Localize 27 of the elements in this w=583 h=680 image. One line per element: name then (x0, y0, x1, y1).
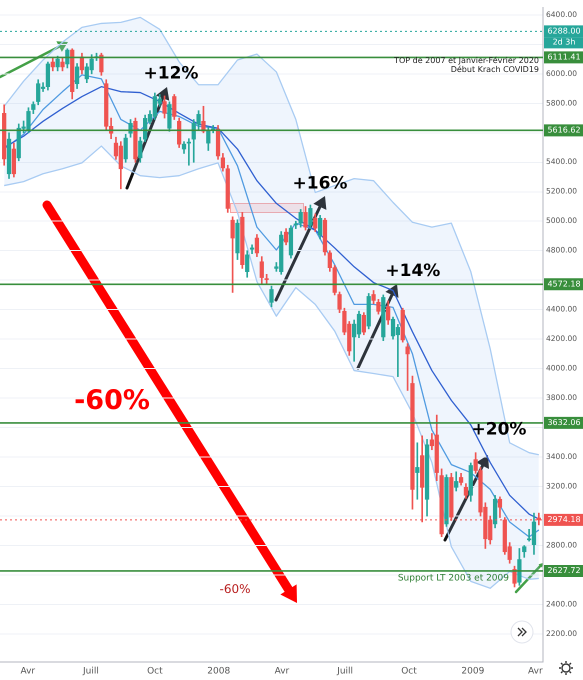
x-tick-label: Avr (274, 666, 290, 677)
x-tick-label: Juill (82, 666, 99, 677)
x-tick-label: 2009 (461, 666, 485, 677)
annotation: +20% (472, 419, 526, 440)
annotation: Support LT 2003 et 2009 (398, 573, 510, 584)
text: 2d 3h (552, 37, 576, 46)
annotation: -60% (74, 385, 150, 416)
candlestick (250, 244, 254, 254)
annotation: +14% (385, 261, 440, 281)
ref-line-label: 6288.00 (547, 26, 581, 36)
x-tick-label: Avr (528, 666, 543, 677)
x-tick-label: Oct (147, 666, 164, 677)
ref-line-label: 2974.18 (547, 514, 581, 524)
x-tick-label: Avr (20, 666, 36, 677)
ref-line-label: 6111.41 (547, 52, 581, 62)
annotation: +12% (144, 63, 198, 84)
ref-line-label: 3632.06 (547, 418, 581, 427)
x-tick-label: 2008 (207, 666, 230, 677)
annotation: +16% (292, 173, 348, 194)
x-tick-label: Juill (336, 666, 354, 677)
annotation: TOP de 2007 et Janvier-Février 2020 (393, 56, 539, 66)
ref-line-label: 4572.18 (547, 279, 581, 288)
annotation: -60% (219, 582, 251, 596)
ref-line-label: 2627.72 (547, 566, 581, 576)
ref-line-label: 5616.62 (547, 125, 581, 134)
x-tick-label: Oct (401, 666, 418, 677)
annotation: Début Krach COVID19 (450, 65, 539, 74)
